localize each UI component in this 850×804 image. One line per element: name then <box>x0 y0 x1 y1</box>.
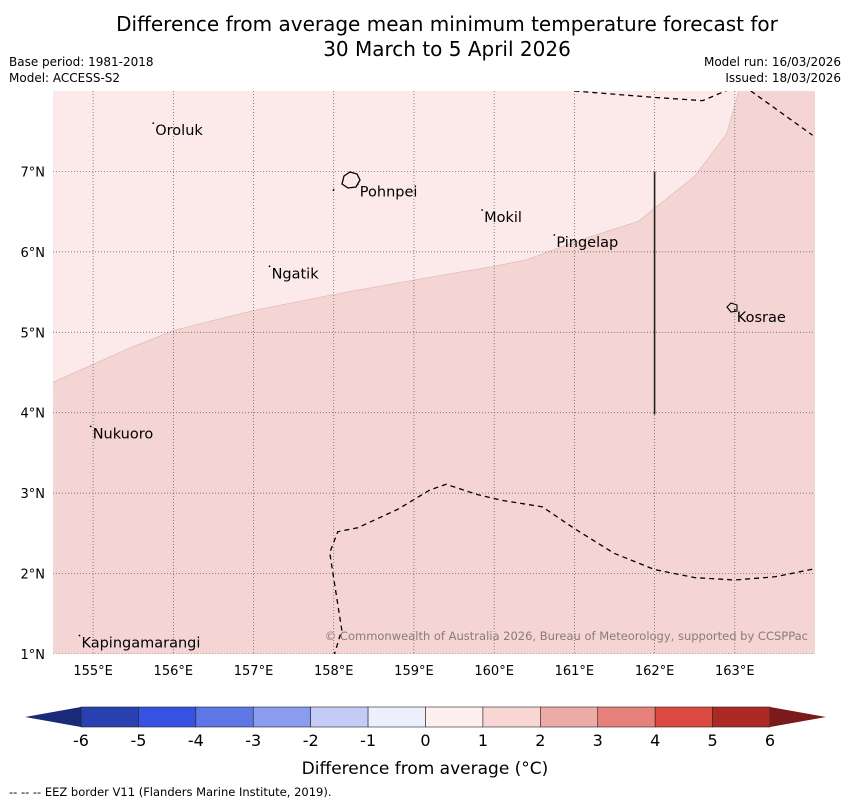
place-label: Kosrae <box>737 310 786 326</box>
lon-tick-label: 157°E <box>234 664 274 679</box>
colorbar-tick: -2 <box>303 731 319 750</box>
lon-tick-label: 159°E <box>394 664 434 679</box>
place-label: Ngatik <box>272 266 320 282</box>
place-dot <box>481 209 484 211</box>
colorbar: -6 -5 -4 -3 -2 -1 0 1 2 3 4 5 6 Difference from aver… <box>25 706 826 779</box>
issued-date: Issued: 18/03/2026 <box>725 71 841 85</box>
forecast-map: Oroluk Pohnpei Mokil Pingelap Ngatik Kosrae Nu… <box>21 91 815 679</box>
place-dot <box>733 308 736 311</box>
model-run: Model run: 16/03/2026 <box>703 55 841 69</box>
colorbar-segment <box>138 706 197 728</box>
lon-tick-label: 156°E <box>154 664 194 679</box>
base-period: Base period: 1981-2018 <box>9 55 154 69</box>
colorbar-tick: -4 <box>188 731 204 750</box>
colorbar-segment <box>597 706 656 728</box>
copyright-notice: © Commonwealth of Australia 2026, Bureau… <box>325 629 808 643</box>
colorbar-tick: -3 <box>245 731 261 750</box>
colorbar-segment <box>425 706 484 728</box>
lon-tick-label: 162°E <box>635 664 675 679</box>
colorbar-segment <box>712 706 771 728</box>
colorbar-segment <box>540 706 599 728</box>
title-line-2: 30 March to 5 April 2026 <box>323 37 571 61</box>
colorbar-segment <box>367 706 426 728</box>
place-dot <box>78 634 81 637</box>
lon-tick-label: 160°E <box>474 664 514 679</box>
colorbar-tick: -6 <box>73 731 89 750</box>
colorbar-segment <box>310 706 369 728</box>
lat-tick-label: 6°N <box>21 246 46 261</box>
eez-footnote: -- -- -- EEZ border V11 (Flanders Marine… <box>9 785 332 799</box>
colorbar-segment <box>80 706 139 728</box>
map-title: Difference from average mean minimum tem… <box>0 12 850 62</box>
place-dot <box>553 234 556 236</box>
colorbar-low-extension <box>25 707 81 727</box>
colorbar-segment <box>654 706 713 728</box>
place-label: Nukuoro <box>93 426 154 442</box>
colorbar-segment <box>195 706 254 728</box>
eez-border-north <box>574 91 813 136</box>
kosrae-island <box>726 302 738 313</box>
colorbar-tick: -5 <box>130 731 146 750</box>
colorbar-tick: 6 <box>765 731 775 750</box>
place-label: Pohnpei <box>360 184 418 200</box>
place-label: Mokil <box>484 210 522 226</box>
place-label: Pingelap <box>556 235 618 251</box>
colorbar-tick: -1 <box>360 731 376 750</box>
lat-tick-label: 7°N <box>21 165 46 180</box>
colorbar-tick-labels: -6 -5 -4 -3 -2 -1 0 1 2 3 4 5 6 <box>73 731 775 750</box>
colorbar-label: Difference from average (°C) <box>302 759 549 779</box>
eez-border-south <box>329 483 815 654</box>
colorbar-tick: 3 <box>593 731 603 750</box>
meta-left: Base period: 1981-2018 Model: ACCESS-S2 <box>9 54 154 86</box>
colorbar-tick: 4 <box>650 731 660 750</box>
place-label: Oroluk <box>155 123 203 139</box>
lat-tick-label: 2°N <box>21 568 46 583</box>
meta-right: Model run: 16/03/2026 Issued: 18/03/2026 <box>704 54 841 86</box>
place-dot <box>89 425 92 428</box>
colorbar-segment <box>252 706 311 728</box>
colorbar-tick: 2 <box>535 731 545 750</box>
lat-tick-label: 3°N <box>21 487 46 502</box>
place-markers: Oroluk Pohnpei Mokil Pingelap Ngatik Kosrae Nu… <box>78 122 786 652</box>
colorbar-segment <box>482 706 541 728</box>
model-name: Model: ACCESS-S2 <box>9 71 121 85</box>
lat-tick-label: 1°N <box>21 648 46 663</box>
pohnpei-islet <box>332 188 335 192</box>
colorbar-tick: 1 <box>478 731 488 750</box>
lon-tick-label: 158°E <box>314 664 354 679</box>
lon-tick-label: 163°E <box>715 664 755 679</box>
title-line-1: Difference from average mean minimum tem… <box>116 12 778 36</box>
colorbar-segments <box>80 706 771 728</box>
place-label: Kapingamarangi <box>81 636 200 652</box>
axis-labels: 155°E 156°E 157°E 158°E 159°E 160°E 161°E 162°E… <box>21 165 755 679</box>
colorbar-tick: 5 <box>707 731 717 750</box>
colorbar-tick: 0 <box>420 731 430 750</box>
lon-tick-label: 155°E <box>73 664 113 679</box>
place-dot <box>268 265 271 268</box>
place-dot <box>152 122 155 125</box>
zone-1-to-2 <box>53 91 815 654</box>
place-dot <box>356 183 359 186</box>
lon-tick-label: 161°E <box>555 664 595 679</box>
colorbar-high-extension <box>770 707 826 727</box>
lat-tick-label: 5°N <box>21 326 46 341</box>
lat-tick-label: 4°N <box>21 407 46 422</box>
